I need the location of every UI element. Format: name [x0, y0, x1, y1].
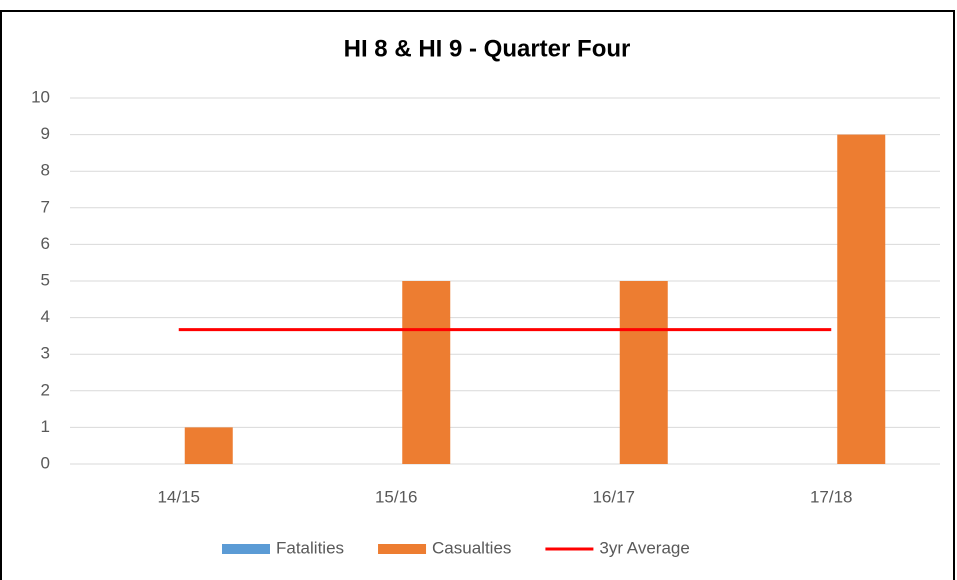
y-tick-label: 1 [41, 417, 50, 436]
bar [184, 427, 233, 464]
x-tick-label: 16/17 [592, 487, 635, 506]
legend-label: Fatalities [276, 538, 344, 557]
y-tick-label: 2 [41, 380, 50, 399]
chart-title: HI 8 & HI 9 - Quarter Four [344, 35, 631, 62]
bar [402, 281, 451, 464]
y-tick-label: 8 [41, 161, 50, 180]
legend-swatch [378, 544, 427, 554]
y-tick-label: 10 [31, 87, 50, 106]
chart-border [0, 10, 955, 580]
y-tick-label: 7 [41, 197, 50, 216]
y-tick-label: 0 [41, 453, 50, 472]
legend-label: 3yr Average [599, 538, 689, 557]
y-tick-label: 6 [41, 234, 50, 253]
x-tick-label: 14/15 [157, 487, 200, 506]
y-tick-label: 9 [41, 124, 50, 143]
x-tick-label: 15/16 [375, 487, 418, 506]
y-tick-label: 5 [41, 270, 50, 289]
x-tick-label: 17/18 [810, 487, 853, 506]
legend-swatch [222, 544, 270, 554]
bar [837, 134, 886, 464]
y-tick-label: 4 [41, 307, 50, 326]
legend-label: Casualties [432, 538, 511, 557]
y-tick-label: 3 [41, 344, 50, 363]
bar [619, 281, 668, 464]
